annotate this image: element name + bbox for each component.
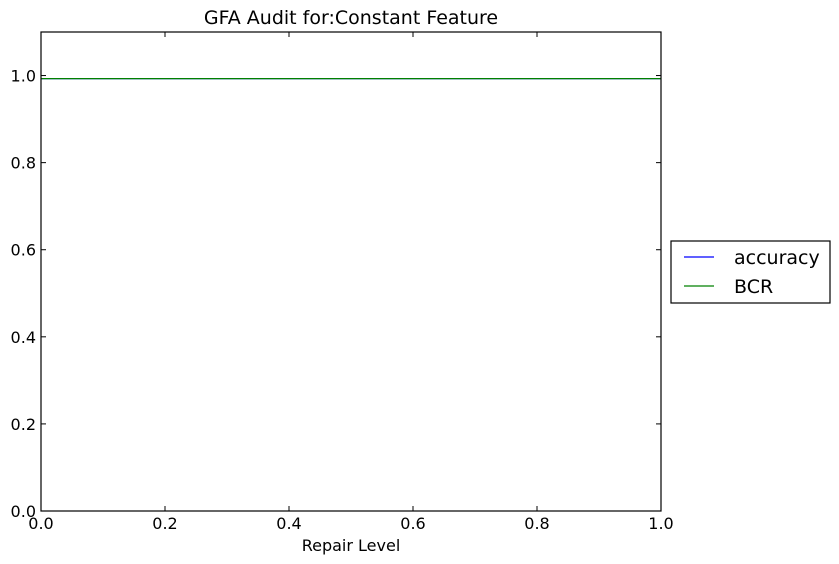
x-tick-label: 0.6: [400, 514, 425, 533]
y-tick-label: 0.6: [11, 241, 36, 260]
y-tick-label: 0.4: [11, 328, 36, 347]
y-tick-label: 0.8: [11, 154, 36, 173]
x-axis-label: Repair Level: [302, 536, 401, 555]
x-tick-label: 0.2: [152, 514, 177, 533]
chart-title: GFA Audit for:Constant Feature: [204, 7, 498, 29]
y-tick-label: 1.0: [11, 67, 36, 86]
plot-area: [41, 32, 661, 511]
x-ticks: 0.0 0.2 0.4 0.6 0.8 1.0: [28, 32, 674, 533]
y-tick-label: 0.0: [11, 502, 36, 521]
legend-box: [670, 240, 831, 304]
plot-frame: [40, 31, 662, 512]
legend-label-accuracy: accuracy: [734, 247, 820, 269]
legend: accuracy BCR: [670, 240, 831, 304]
x-tick-label: 0.0: [28, 514, 53, 533]
x-tick-label: 0.4: [276, 514, 301, 533]
x-tick-label: 0.8: [524, 514, 549, 533]
x-tick-label: 1.0: [648, 514, 673, 533]
y-tick-label: 0.2: [11, 415, 36, 434]
legend-label-bcr: BCR: [734, 276, 773, 298]
